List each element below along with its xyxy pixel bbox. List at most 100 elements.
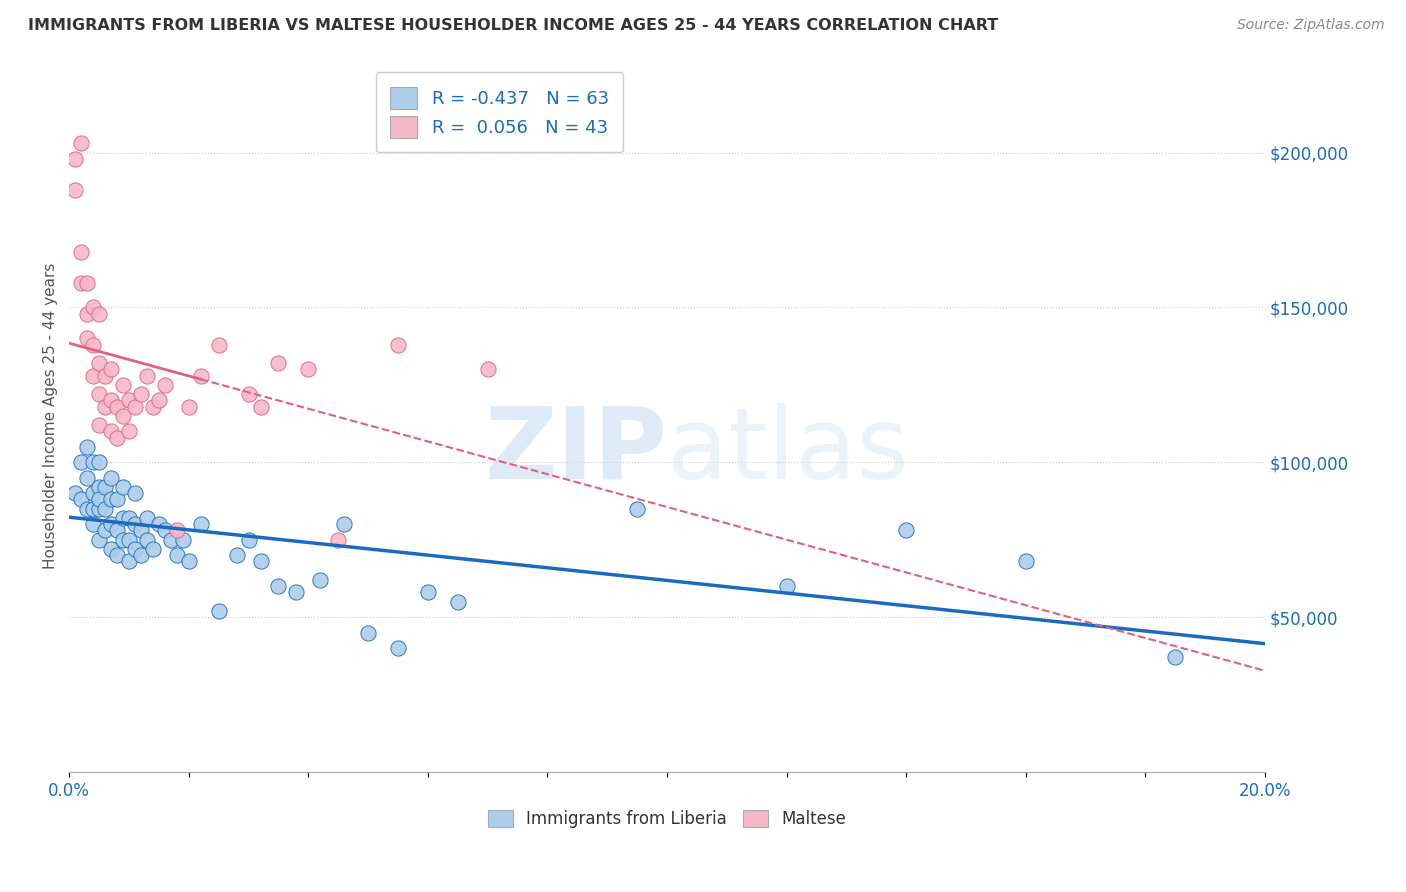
Point (267, 356, 290, 370)
Point (70, 455, 93, 469)
Point (285, 585, 308, 599)
Point (387, 641, 409, 656)
Point (70, 136, 93, 151)
Point (105, 524, 128, 538)
Point (328, 533, 350, 547)
Point (63, 183, 86, 197)
Point (249, 400, 271, 414)
Y-axis label: Householder Income Ages 25 - 44 years: Householder Income Ages 25 - 44 years (44, 262, 58, 569)
Point (100, 393, 122, 408)
Point (124, 400, 146, 414)
Point (225, 548, 247, 562)
Point (100, 541, 122, 556)
Point (100, 517, 122, 532)
Point (177, 400, 200, 414)
Point (208, 604, 231, 618)
Point (87, 501, 110, 516)
Point (82, 337, 104, 351)
Point (124, 517, 146, 532)
Point (153, 524, 176, 538)
Point (118, 425, 141, 439)
Point (112, 480, 135, 494)
Point (82, 517, 104, 532)
Text: IMMIGRANTS FROM LIBERIA VS MALTESE HOUSEHOLDER INCOME AGES 25 - 44 YEARS CORRELA: IMMIGRANTS FROM LIBERIA VS MALTESE HOUSE… (28, 18, 998, 33)
Point (153, 377, 176, 392)
Point (136, 533, 159, 547)
Point (1015, 554, 1038, 568)
Point (118, 511, 141, 525)
Point (238, 387, 260, 401)
Point (177, 554, 200, 568)
Point (94, 400, 117, 414)
Point (387, 337, 409, 351)
Text: atlas: atlas (666, 403, 908, 500)
Point (172, 533, 194, 547)
Point (309, 573, 332, 587)
Point (76, 471, 98, 485)
Point (76, 501, 98, 516)
Point (267, 579, 290, 593)
Point (105, 548, 128, 562)
Point (87, 307, 110, 321)
Point (63, 486, 86, 500)
Point (249, 554, 271, 568)
Point (118, 554, 141, 568)
Point (142, 400, 165, 414)
Point (124, 541, 146, 556)
Point (112, 377, 135, 392)
Point (136, 511, 159, 525)
Point (82, 486, 104, 500)
Point (105, 430, 128, 444)
Point (87, 480, 110, 494)
Point (477, 362, 499, 376)
Point (124, 486, 146, 500)
Point (129, 524, 152, 538)
Point (297, 362, 319, 376)
Point (190, 368, 212, 383)
Point (626, 501, 648, 516)
Point (166, 524, 188, 538)
Point (775, 579, 797, 593)
Point (136, 368, 159, 383)
Point (94, 368, 117, 383)
Point (87, 455, 110, 469)
Point (87, 492, 110, 507)
Point (118, 533, 141, 547)
Point (82, 455, 104, 469)
Point (105, 400, 128, 414)
Point (94, 480, 117, 494)
Point (148, 393, 170, 408)
Point (100, 362, 122, 376)
Point (238, 533, 260, 547)
Point (160, 533, 183, 547)
Point (416, 585, 439, 599)
Point (94, 524, 117, 538)
Point (82, 368, 104, 383)
Point (357, 625, 380, 640)
Point (63, 152, 86, 166)
Point (190, 517, 212, 532)
Point (142, 541, 165, 556)
Point (129, 387, 152, 401)
Point (87, 356, 110, 370)
Point (894, 524, 917, 538)
Point (208, 337, 231, 351)
Point (112, 511, 135, 525)
Point (166, 548, 188, 562)
Point (447, 595, 470, 609)
Text: ZIP: ZIP (484, 403, 666, 500)
Point (76, 307, 98, 321)
Point (112, 533, 135, 547)
Point (76, 331, 98, 345)
Point (105, 492, 128, 507)
Text: Source: ZipAtlas.com: Source: ZipAtlas.com (1237, 18, 1385, 32)
Point (87, 387, 110, 401)
Point (82, 301, 104, 315)
Point (70, 276, 93, 290)
Legend: Immigrants from Liberia, Maltese: Immigrants from Liberia, Maltese (481, 804, 853, 835)
Point (87, 533, 110, 547)
Point (76, 276, 98, 290)
Point (112, 409, 135, 423)
Point (100, 425, 122, 439)
Point (333, 517, 356, 532)
